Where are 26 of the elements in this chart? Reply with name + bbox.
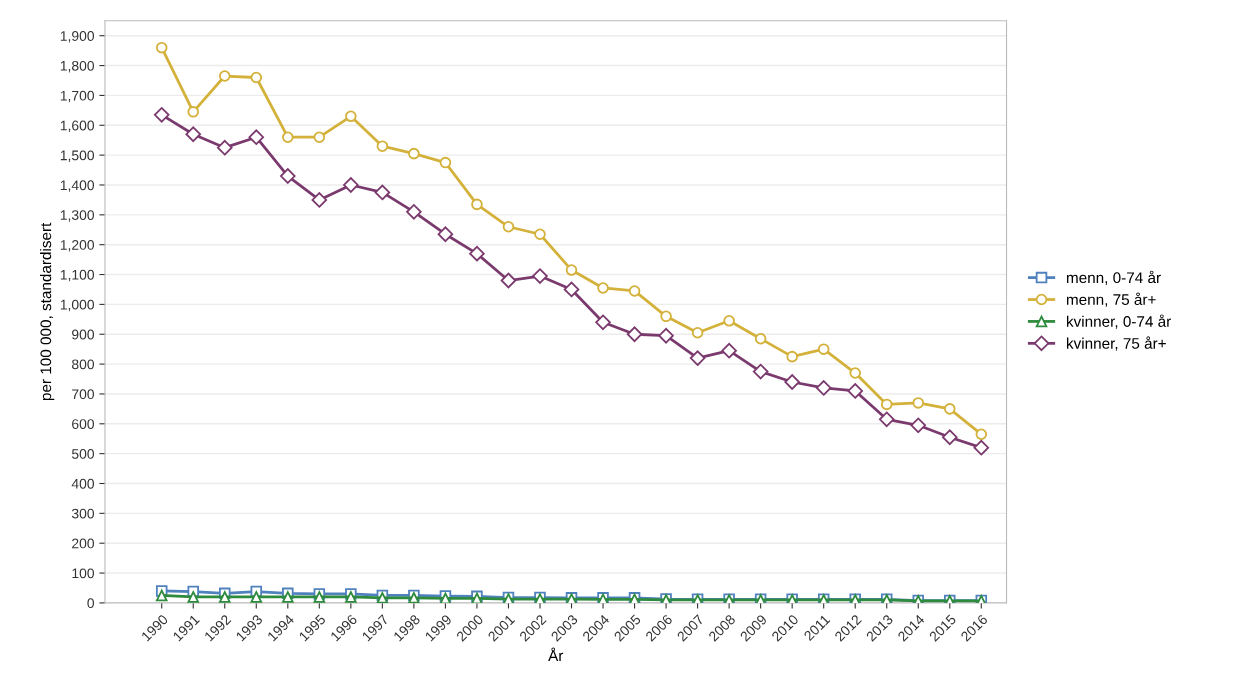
y-tick-label: 1,700 <box>60 90 95 103</box>
y-tick-label: 1,200 <box>60 240 95 252</box>
y-tick-label: 1,400 <box>60 180 95 192</box>
y-tick-label: 900 <box>72 329 95 340</box>
y-tick-label: 700 <box>72 389 95 400</box>
legend-label: kvinner, 0-74 år <box>1066 314 1172 329</box>
y-tick-label: 100 <box>72 568 95 579</box>
y-tick-label: 1,000 <box>60 299 95 312</box>
y-tick-label: 1,100 <box>60 269 95 282</box>
y-tick-label: 300 <box>71 508 95 519</box>
y-tick-label: 600 <box>72 419 95 429</box>
y-tick-label: 200 <box>72 538 95 549</box>
y-tick-label: 1,300 <box>60 210 95 222</box>
y-tick-label: 1,600 <box>60 120 95 133</box>
y-tick-label: 500 <box>71 448 95 459</box>
y-axis-title: per 100 000, standardisert <box>40 222 55 401</box>
legend-label: kvinner, 75 år+ <box>1066 336 1166 351</box>
x-axis-title: År <box>548 647 564 661</box>
y-tick-label: 400 <box>71 478 95 489</box>
y-tick-label: 1,800 <box>60 60 95 73</box>
y-tick-label: 800 <box>71 359 95 370</box>
y-tick-label: 0 <box>87 598 95 609</box>
y-tick-label: 1,900 <box>60 31 95 43</box>
legend-label: menn, 0-74 år <box>1066 270 1161 285</box>
y-tick-label: 1,500 <box>60 150 95 162</box>
legend-label: menn, 75 år+ <box>1066 292 1156 307</box>
